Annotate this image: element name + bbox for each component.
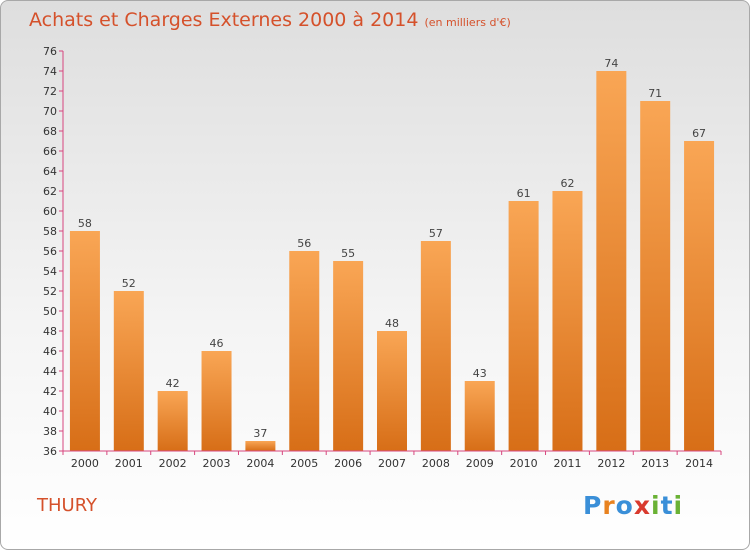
data-label-2012: 74 — [604, 57, 618, 70]
y-tick-56: 56 — [43, 245, 57, 258]
bar-2009 — [465, 381, 495, 451]
data-label-2004: 37 — [253, 427, 267, 440]
x-tick-2000: 2000 — [71, 457, 99, 470]
y-tick-48: 48 — [43, 325, 57, 338]
y-tick-52: 52 — [43, 285, 57, 298]
y-tick-44: 44 — [43, 365, 57, 378]
data-label-2009: 43 — [473, 367, 487, 380]
bar-2000 — [70, 231, 100, 451]
logo-letter: x — [634, 491, 651, 520]
data-label-2001: 52 — [122, 277, 136, 290]
logo-letter: r — [602, 491, 615, 520]
y-tick-50: 50 — [43, 305, 57, 318]
logo-letter: P — [583, 491, 602, 520]
bar-2002 — [158, 391, 188, 451]
y-tick-40: 40 — [43, 405, 57, 418]
y-tick-58: 58 — [43, 225, 57, 238]
bar-2003 — [202, 351, 232, 451]
x-tick-2013: 2013 — [641, 457, 669, 470]
chart-frame: Achats et Charges Externes 2000 à 2014 (e… — [0, 0, 750, 550]
x-tick-2014: 2014 — [685, 457, 713, 470]
logo-letter: t — [661, 491, 674, 520]
y-tick-70: 70 — [43, 105, 57, 118]
data-label-2014: 67 — [692, 127, 706, 140]
y-tick-46: 46 — [43, 345, 57, 358]
bar-2013 — [640, 101, 670, 451]
y-tick-66: 66 — [43, 145, 57, 158]
x-tick-2010: 2010 — [510, 457, 538, 470]
bar-chart: 58 2000 52 2001 42 2002 46 2003 37 2004 56 2005 55 20… — [1, 1, 750, 550]
x-tick-2008: 2008 — [422, 457, 450, 470]
logo-letter: i — [651, 491, 661, 520]
x-tick-2002: 2002 — [159, 457, 187, 470]
bar-2008 — [421, 241, 451, 451]
bar-2001 — [114, 291, 144, 451]
y-tick-54: 54 — [43, 265, 57, 278]
x-tick-2009: 2009 — [466, 457, 494, 470]
data-label-2007: 48 — [385, 317, 399, 330]
bar-2014 — [684, 141, 714, 451]
logo-letter: i — [674, 491, 684, 520]
x-tick-2011: 2011 — [553, 457, 581, 470]
x-tick-2001: 2001 — [115, 457, 143, 470]
y-tick-68: 68 — [43, 125, 57, 138]
y-tick-36: 36 — [43, 445, 57, 458]
x-tick-2003: 2003 — [203, 457, 231, 470]
bar-2004 — [245, 441, 275, 451]
y-tick-64: 64 — [43, 165, 57, 178]
data-label-2003: 46 — [210, 337, 224, 350]
x-tick-2005: 2005 — [290, 457, 318, 470]
data-label-2000: 58 — [78, 217, 92, 230]
x-tick-2006: 2006 — [334, 457, 362, 470]
data-label-2005: 56 — [297, 237, 311, 250]
bar-2006 — [333, 261, 363, 451]
bar-2005 — [289, 251, 319, 451]
data-label-2008: 57 — [429, 227, 443, 240]
data-label-2011: 62 — [560, 177, 574, 190]
data-label-2013: 71 — [648, 87, 662, 100]
y-tick-38: 38 — [43, 425, 57, 438]
bar-2011 — [552, 191, 582, 451]
data-label-2006: 55 — [341, 247, 355, 260]
y-tick-72: 72 — [43, 85, 57, 98]
y-tick-76: 76 — [43, 45, 57, 58]
proxiti-logo: Proxiti — [583, 491, 683, 520]
bar-2007 — [377, 331, 407, 451]
x-tick-2004: 2004 — [246, 457, 274, 470]
data-label-2010: 61 — [517, 187, 531, 200]
bar-2012 — [596, 71, 626, 451]
bar-2010 — [509, 201, 539, 451]
y-tick-74: 74 — [43, 65, 57, 78]
logo-letter: o — [616, 491, 634, 520]
y-tick-42: 42 — [43, 385, 57, 398]
y-tick-62: 62 — [43, 185, 57, 198]
x-tick-2012: 2012 — [597, 457, 625, 470]
data-label-2002: 42 — [166, 377, 180, 390]
location-name: THURY — [37, 495, 97, 516]
y-tick-60: 60 — [43, 205, 57, 218]
x-tick-2007: 2007 — [378, 457, 406, 470]
